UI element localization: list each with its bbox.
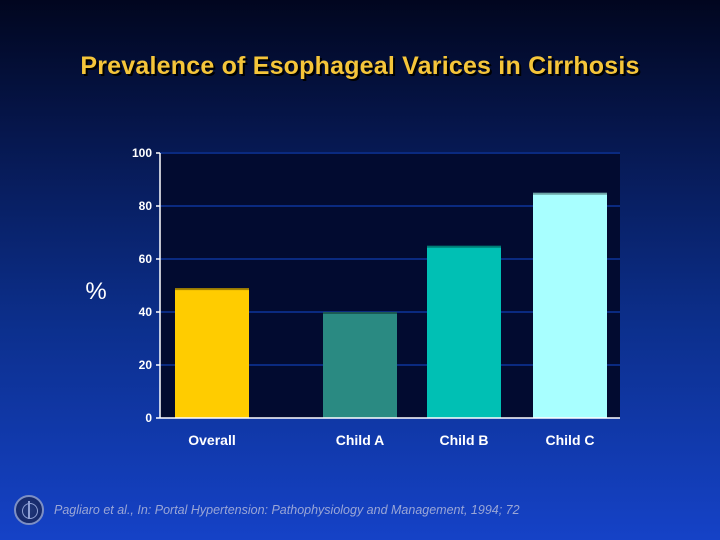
x-tick-label-child-b: Child B [440,432,489,448]
bars [175,192,607,418]
x-tick-label-child-c: Child C [546,432,595,448]
society-seal-icon [14,495,44,525]
y-tick-label-100: 100 [132,146,152,160]
bar-overall [175,288,249,418]
y-tick-labels: 0 20 40 60 80 100 [132,146,160,425]
y-tick-label-0: 0 [145,411,152,425]
y-axis-label: % [85,278,106,305]
x-tick-label-overall: Overall [188,432,235,448]
y-tick-label-40: 40 [139,305,153,319]
bar-child-b [427,245,501,418]
bar-child-a [323,312,397,418]
bar-chart: 0 20 40 60 80 100 Overall Child A Child B Child … [85,146,620,448]
bar-child-c [533,192,607,418]
y-tick-label-60: 60 [139,252,153,266]
x-tick-labels: Overall Child A Child B Child C [188,432,594,448]
slide-title: Prevalence of Esophageal Varices in Cirr… [80,52,640,80]
x-tick-label-child-a: Child A [336,432,384,448]
y-tick-label-20: 20 [139,358,153,372]
y-tick-label-80: 80 [139,199,153,213]
footer: Pagliaro et al., In: Portal Hypertension… [14,492,520,528]
citation: Pagliaro et al., In: Portal Hypertension… [54,503,520,517]
